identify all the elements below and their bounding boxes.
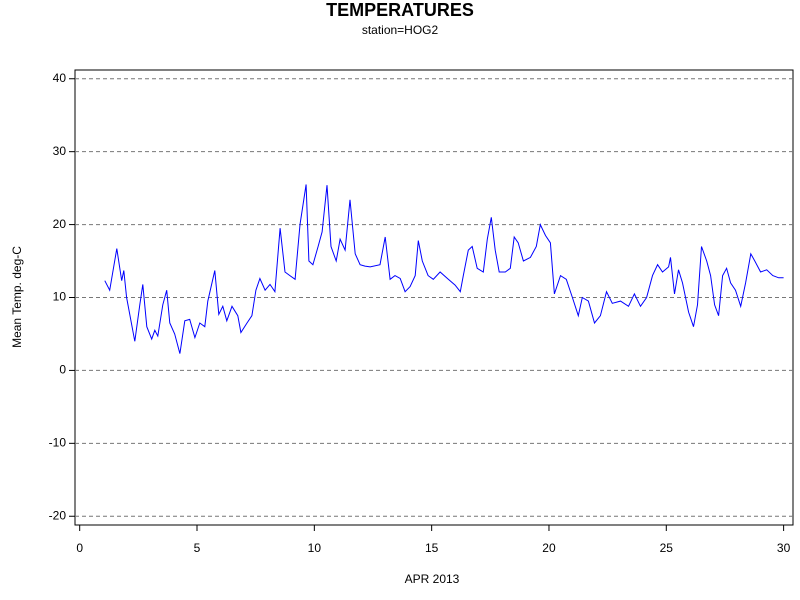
y-tick-label: 40 xyxy=(53,71,67,85)
x-tick-label: 15 xyxy=(425,541,439,555)
y-tick-label: 10 xyxy=(53,290,67,304)
y-tick-label: 0 xyxy=(59,363,66,377)
x-tick-label: 30 xyxy=(777,541,791,555)
y-tick-label: 30 xyxy=(53,144,67,158)
y-tick-label: 20 xyxy=(53,217,67,231)
x-axis-label: APR 2013 xyxy=(405,572,460,586)
x-tick-label: 5 xyxy=(194,541,201,555)
x-tick-label: 25 xyxy=(660,541,674,555)
x-tick-label: 20 xyxy=(542,541,556,555)
y-tick-label: -10 xyxy=(49,436,67,450)
chart-subtitle: station=HOG2 xyxy=(362,23,439,37)
data-line xyxy=(104,184,784,354)
chart-title: TEMPERATURES xyxy=(326,0,474,20)
y-tick-label: -20 xyxy=(49,508,67,522)
x-tick-label: 10 xyxy=(308,541,322,555)
x-tick-label: 0 xyxy=(76,541,83,555)
y-axis-label: Mean Temp. deg-C xyxy=(10,246,24,348)
